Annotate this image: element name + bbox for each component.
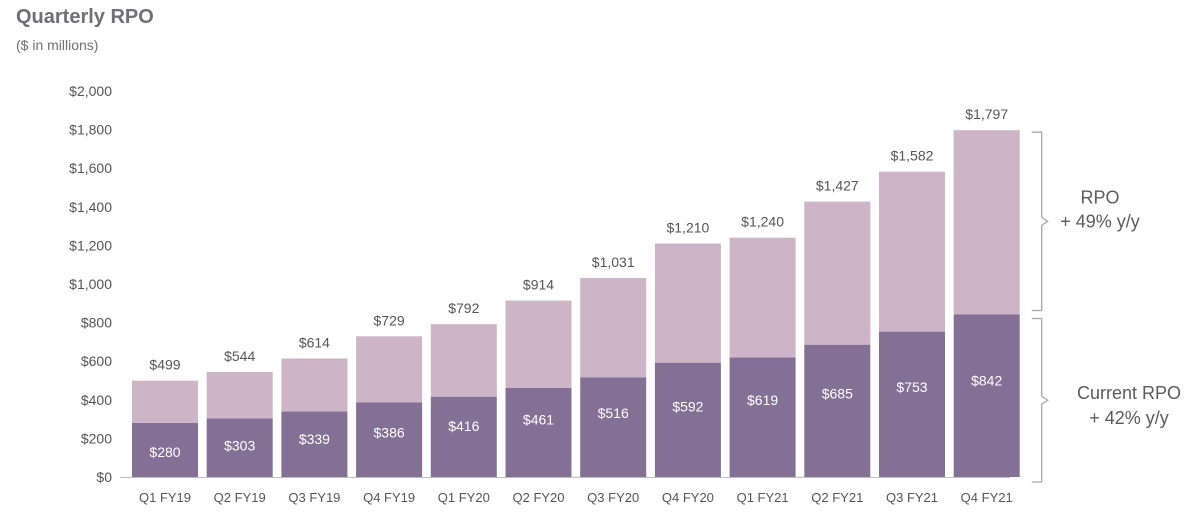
bar-segment-rpo <box>505 300 572 389</box>
x-tick-label: Q4 FY19 <box>363 490 415 505</box>
bar-value-label: $842 <box>971 373 1002 389</box>
bar-segment-rpo <box>580 278 647 378</box>
rpo-bracket <box>1031 131 1049 312</box>
bar-total-label: $1,582 <box>891 148 934 164</box>
bar-segment-rpo <box>430 324 497 397</box>
bar-total-label: $1,240 <box>741 214 784 230</box>
bar-segment-current-rpo <box>953 314 1020 477</box>
rpo-annotation-growth: + 49% y/y <box>1060 211 1140 231</box>
bar-value-label: $280 <box>149 444 180 460</box>
x-tick-label: Q3 FY21 <box>886 490 938 505</box>
current-rpo-bracket <box>1031 317 1049 483</box>
x-tick-label: Q2 FY19 <box>214 490 266 505</box>
bar-segment-current-rpo <box>879 331 945 477</box>
bar-total-label: $1,797 <box>965 106 1008 122</box>
y-tick-label: $1,400 <box>69 199 112 215</box>
bar-segment-current-rpo <box>729 357 796 477</box>
x-tick-label: Q2 FY21 <box>811 490 863 505</box>
bar-segment-current-rpo <box>281 411 348 477</box>
y-tick-label: $1,800 <box>69 122 112 138</box>
x-tick-label: Q4 FY21 <box>961 490 1013 505</box>
x-tick-label: Q1 FY21 <box>737 490 789 505</box>
y-tick-label: $1,200 <box>69 237 112 253</box>
bar-total-label: $1,031 <box>592 254 635 270</box>
bar-segment-rpo <box>206 372 273 419</box>
y-tick-label: $1,000 <box>69 276 112 292</box>
bar-segment-current-rpo <box>580 377 647 477</box>
bar-total-label: $614 <box>299 334 330 350</box>
bar-segment-rpo <box>879 171 945 332</box>
bar-value-label: $461 <box>523 412 554 428</box>
bar-total-label: $499 <box>149 357 180 373</box>
x-tick-label: Q2 FY20 <box>512 490 564 505</box>
y-tick-label: $2,000 <box>69 83 112 99</box>
bar-segment-rpo <box>953 130 1020 315</box>
bar-segment-current-rpo <box>804 344 871 477</box>
bar-segment-rpo <box>804 201 871 345</box>
bar-total-label: $914 <box>523 277 554 293</box>
x-tick-label: Q1 FY19 <box>139 490 191 505</box>
y-tick-label: $1,600 <box>69 160 112 176</box>
bar-segment-rpo <box>654 243 721 363</box>
bar-segment-current-rpo <box>430 396 497 477</box>
bar-value-label: $619 <box>747 392 778 408</box>
bar-segment-rpo <box>281 358 348 412</box>
y-tick-label: $600 <box>81 353 112 369</box>
bar-segment-current-rpo <box>356 402 423 477</box>
y-tick-label: $0 <box>96 469 112 485</box>
bar-value-label: $386 <box>374 425 405 441</box>
rpo-annotation-label: RPO <box>1080 187 1119 207</box>
bar-total-label: $729 <box>374 312 405 328</box>
bar-value-label: $685 <box>822 386 853 402</box>
bar-segment-current-rpo <box>505 388 572 477</box>
current-rpo-annotation-label: Current RPO <box>1077 383 1181 403</box>
bar-total-label: $544 <box>224 348 255 364</box>
bar-value-label: $303 <box>224 438 255 454</box>
bar-segment-rpo <box>729 237 796 358</box>
bar-value-label: $516 <box>598 405 629 421</box>
chart-title: Quarterly RPO <box>16 6 154 28</box>
y-tick-label: $200 <box>81 430 112 446</box>
bar-segment-current-rpo <box>654 362 721 477</box>
y-tick-label: $400 <box>81 392 112 408</box>
bar-value-label: $753 <box>896 379 927 395</box>
current-rpo-annotation-growth: + 42% y/y <box>1089 408 1169 428</box>
x-tick-label: Q4 FY20 <box>662 490 714 505</box>
bar-segment-rpo <box>132 380 198 423</box>
x-tick-label: Q3 FY20 <box>587 490 639 505</box>
bar-total-label: $792 <box>448 300 479 316</box>
bar-value-label: $592 <box>672 399 703 415</box>
bar-total-label: $1,427 <box>816 178 859 194</box>
bar-value-label: $339 <box>299 431 330 447</box>
chart-subtitle: ($ in millions) <box>16 37 99 53</box>
y-tick-label: $800 <box>81 315 112 331</box>
bar-segment-rpo <box>356 336 423 403</box>
bar-segment-current-rpo <box>206 418 273 477</box>
x-tick-label: Q3 FY19 <box>288 490 340 505</box>
bar-total-label: $1,210 <box>666 219 709 235</box>
x-tick-label: Q1 FY20 <box>438 490 490 505</box>
bar-segment-current-rpo <box>132 422 198 477</box>
bar-value-label: $416 <box>448 418 479 434</box>
